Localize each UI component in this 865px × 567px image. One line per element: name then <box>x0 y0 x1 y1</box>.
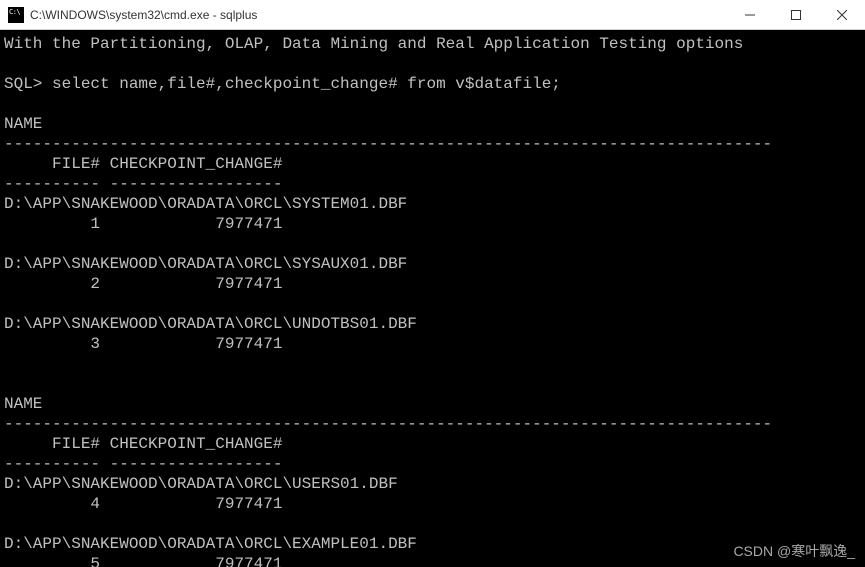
minimize-button[interactable] <box>727 0 773 29</box>
window-controls <box>727 0 865 29</box>
terminal-output[interactable]: With the Partitioning, OLAP, Data Mining… <box>0 30 865 567</box>
cmd-icon <box>8 7 24 23</box>
window-title: C:\WINDOWS\system32\cmd.exe - sqlplus <box>30 8 727 22</box>
window-titlebar: C:\WINDOWS\system32\cmd.exe - sqlplus <box>0 0 865 30</box>
close-button[interactable] <box>819 0 865 29</box>
maximize-button[interactable] <box>773 0 819 29</box>
